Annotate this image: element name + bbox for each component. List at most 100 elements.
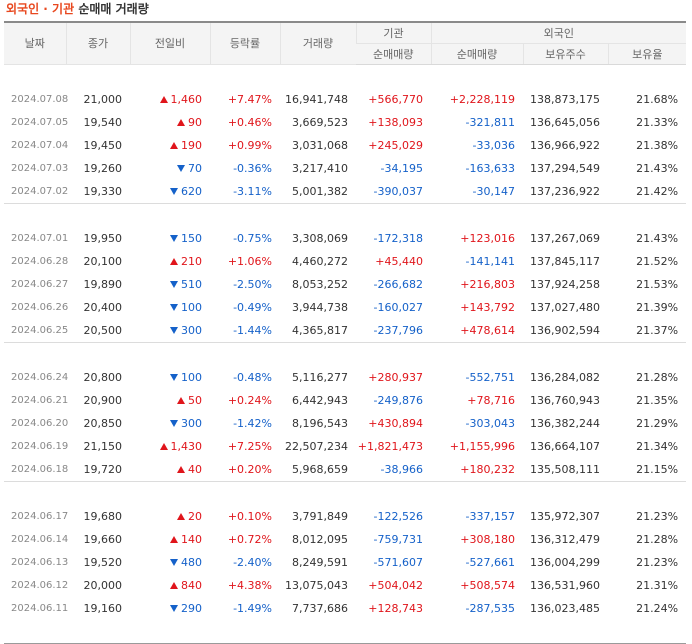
foreign-net-cell: -321,811 [465, 115, 515, 129]
rate-cell: -0.49% [233, 300, 272, 314]
holdings-cell: 136,966,922 [530, 138, 600, 152]
rate-cell: +0.72% [227, 532, 272, 546]
change-cell: 1,460 [130, 88, 210, 111]
close-cell: 19,680 [83, 509, 123, 523]
holdings-cell: 136,902,594 [530, 323, 600, 337]
holdings-cell: 136,023,485 [530, 601, 600, 615]
table-bottom-border [4, 619, 687, 644]
change-cell: 210 [130, 250, 210, 273]
table-row: 2024.07.03 19,260 70 -0.36% 3,217,410 -34,195… [4, 157, 686, 180]
date-cell: 2024.07.04 [11, 139, 69, 151]
rate-cell: +0.46% [227, 115, 272, 129]
change-value: 1,460 [170, 92, 203, 106]
change-cell: 190 [130, 134, 210, 157]
date-cell: 2024.06.26 [11, 301, 69, 313]
close-cell: 19,890 [83, 277, 123, 291]
inst-net-cell: -266,682 [373, 277, 423, 291]
header-date: 날짜 [4, 21, 66, 65]
change-value: 20 [188, 509, 202, 523]
foreign-net-cell: -141,141 [465, 254, 515, 268]
group-separator [4, 480, 687, 505]
inst-net-cell: -160,027 [373, 300, 423, 314]
close-cell: 19,540 [83, 115, 123, 129]
change-value: 480 [181, 555, 202, 569]
date-cell: 2024.07.03 [11, 162, 69, 174]
inst-net-cell: -571,607 [373, 555, 423, 569]
holdings-cell: 137,236,922 [530, 184, 600, 198]
date-cell: 2024.06.14 [11, 533, 69, 545]
ratio-cell: 21.37% [636, 323, 679, 337]
rate-cell: -3.11% [233, 184, 272, 198]
triangle-down-icon [170, 234, 178, 242]
ratio-cell: 21.53% [636, 277, 679, 291]
close-cell: 20,500 [83, 323, 123, 337]
table-row: 2024.06.28 20,100 210 +1.06% 4,460,272 +45,44… [4, 250, 686, 273]
inst-net-cell: +1,821,473 [357, 439, 423, 453]
triangle-down-icon [170, 604, 178, 612]
top-spacer [4, 64, 686, 88]
date-cell: 2024.06.19 [11, 440, 69, 452]
change-cell: 300 [130, 412, 210, 435]
ratio-cell: 21.35% [636, 393, 679, 407]
table-row: 2024.06.13 19,520 480 -2.40% 8,249,591 -571,6… [4, 551, 686, 574]
change-value: 190 [181, 138, 202, 152]
close-cell: 19,520 [83, 555, 123, 569]
rate-cell: -1.44% [233, 323, 272, 337]
table-row: 2024.06.27 19,890 510 -2.50% 8,053,252 -266,6… [4, 273, 686, 296]
volume-cell: 8,012,095 [292, 532, 348, 546]
table-row: 2024.07.08 21,000 1,460 +7.47% 16,941,748 +56… [4, 88, 686, 111]
date-cell: 2024.06.20 [11, 417, 69, 429]
change-value: 290 [181, 601, 202, 615]
volume-cell: 3,308,069 [292, 231, 348, 245]
holdings-cell: 136,664,107 [530, 439, 600, 453]
triangle-up-icon [177, 396, 185, 404]
close-cell: 21,000 [83, 92, 123, 106]
inst-net-cell: -249,876 [373, 393, 423, 407]
ratio-cell: 21.28% [636, 532, 679, 546]
holdings-cell: 135,508,111 [530, 462, 600, 476]
date-cell: 2024.06.28 [11, 255, 69, 267]
triangle-up-icon [177, 118, 185, 126]
foreign-net-cell: +508,574 [460, 578, 515, 592]
ratio-cell: 21.43% [636, 231, 679, 245]
inst-net-cell: +245,029 [368, 138, 423, 152]
close-cell: 19,160 [83, 601, 123, 615]
foreign-net-cell: -163,633 [465, 161, 515, 175]
table-row: 2024.06.17 19,680 20 +0.10% 3,791,849 -122,52… [4, 505, 686, 528]
inst-net-cell: +138,093 [368, 115, 423, 129]
close-cell: 20,000 [83, 578, 123, 592]
holdings-cell: 136,760,943 [530, 393, 600, 407]
ratio-cell: 21.28% [636, 370, 679, 384]
holdings-cell: 136,531,960 [530, 578, 600, 592]
section-title-accent: 외국인 · 기관 [6, 2, 75, 16]
rate-cell: -1.49% [233, 601, 272, 615]
table-row: 2024.06.24 20,800 100 -0.48% 5,116,277 +280,9… [4, 366, 686, 389]
foreign-net-cell: -527,661 [465, 555, 515, 569]
change-cell: 510 [130, 273, 210, 296]
triangle-up-icon [170, 535, 178, 543]
volume-cell: 8,196,543 [292, 416, 348, 430]
foreign-net-cell: +308,180 [460, 532, 515, 546]
date-cell: 2024.06.17 [11, 510, 69, 522]
foreign-net-cell: -552,751 [465, 370, 515, 384]
section-title-text: 순매매 거래량 [78, 2, 149, 16]
close-cell: 20,800 [83, 370, 123, 384]
change-cell: 300 [130, 319, 210, 343]
rate-cell: -2.50% [233, 277, 272, 291]
date-cell: 2024.06.11 [11, 602, 69, 614]
foreign-net-cell: -303,043 [465, 416, 515, 430]
table-body: 2024.07.08 21,000 1,460 +7.47% 16,941,748 +56… [4, 64, 687, 644]
close-cell: 19,260 [83, 161, 123, 175]
table-row: 2024.06.12 20,000 840 +4.38% 13,075,043 +504,… [4, 574, 686, 597]
close-cell: 19,330 [83, 184, 123, 198]
ratio-cell: 21.42% [636, 184, 679, 198]
inst-net-cell: -390,037 [373, 184, 423, 198]
volume-cell: 3,217,410 [292, 161, 348, 175]
net-trading-table: 날짜 종가 전일비 등락률 거래량 기관 외국인 순매매량 순매매량 보유주수 … [4, 21, 687, 644]
change-value: 140 [181, 532, 202, 546]
change-value: 150 [181, 231, 202, 245]
inst-net-cell: +430,894 [368, 416, 423, 430]
holdings-cell: 137,294,549 [530, 161, 600, 175]
rate-cell: +0.24% [227, 393, 272, 407]
foreign-net-cell: +478,614 [460, 323, 515, 337]
